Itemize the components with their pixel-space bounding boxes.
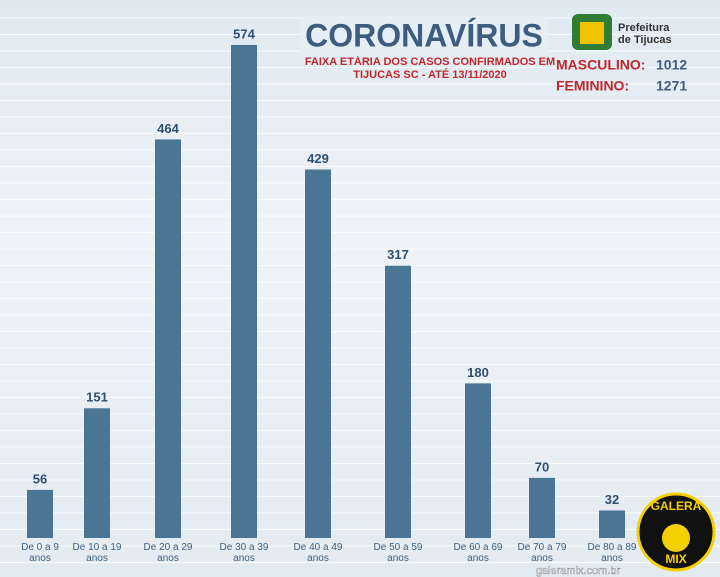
subtitle-box: FAIXA ETÁRIA DOS CASOS CONFIRMADOS EM TI… bbox=[304, 56, 556, 81]
bar bbox=[155, 139, 181, 538]
bar bbox=[465, 383, 491, 538]
total-label: MASCULINO: bbox=[556, 57, 645, 73]
x-tick-label: De 10 a 19 anos bbox=[72, 542, 122, 564]
x-tick-label: De 50 a 59 anos bbox=[373, 542, 423, 564]
value-label: 32 bbox=[605, 492, 619, 507]
totals: MASCULINO: 1012 FEMININO: 1271 bbox=[556, 57, 687, 94]
bars: 56 151 464 574 429 317 180 70 32 bbox=[27, 26, 625, 539]
bar bbox=[231, 44, 257, 539]
bar bbox=[84, 408, 110, 538]
title-box bbox=[300, 16, 548, 58]
total-label: FEMININO: bbox=[556, 78, 629, 94]
bar bbox=[385, 265, 411, 538]
value-label: 429 bbox=[307, 151, 329, 166]
bar bbox=[27, 489, 53, 538]
value-label: 317 bbox=[387, 247, 409, 262]
chart-subtitle: FAIXA ETÁRIA DOS CASOS CONFIRMADOS EM TI… bbox=[304, 56, 556, 81]
logo-top: GALERA bbox=[651, 499, 702, 513]
x-tick-label: De 60 a 69 anos bbox=[453, 542, 503, 564]
site-url: galeramix.com.br bbox=[536, 565, 621, 577]
total-value: 1271 bbox=[656, 78, 687, 94]
x-tick-label: De 80 a 89 anos bbox=[587, 542, 637, 564]
x-tick-label: De 0 a 9 anos bbox=[21, 542, 59, 564]
value-label: 574 bbox=[233, 26, 255, 41]
logo-bottom: MIX bbox=[665, 552, 686, 566]
x-tick-label: De 40 a 49 anos bbox=[293, 542, 343, 564]
x-tick-label: De 20 a 29 anos bbox=[143, 542, 193, 564]
x-tick-label: De 30 a 39 anos bbox=[219, 542, 269, 564]
value-label: 464 bbox=[157, 121, 179, 136]
value-label: 180 bbox=[467, 365, 489, 380]
value-label: 56 bbox=[33, 471, 47, 486]
total-value: 1012 bbox=[656, 57, 687, 73]
crest bbox=[572, 14, 612, 50]
value-label: 151 bbox=[86, 390, 108, 405]
org-box: Prefeitura de Tijucas bbox=[618, 22, 672, 46]
bar bbox=[305, 169, 331, 538]
bar bbox=[599, 510, 625, 538]
org-name: Prefeitura de Tijucas bbox=[618, 22, 672, 46]
x-tick-label: De 70 a 79 anos bbox=[517, 542, 567, 564]
bar bbox=[529, 477, 555, 538]
value-label: 70 bbox=[535, 459, 549, 474]
logo: GALERA MIX bbox=[636, 492, 716, 572]
chart-title: CORONAVÍRUS bbox=[305, 17, 543, 53]
background-lines bbox=[0, 17, 720, 563]
